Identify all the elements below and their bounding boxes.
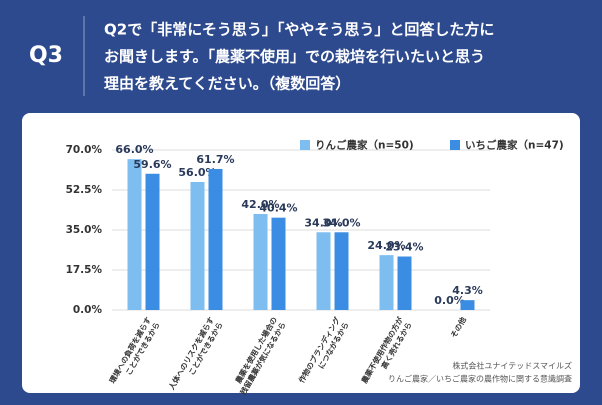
legend-label: りんご農家（n=50) <box>315 139 414 152</box>
data-label: 42.0% <box>241 198 279 211</box>
y-tick-label: 17.5% <box>66 264 103 276</box>
bar <box>271 217 286 310</box>
bar <box>208 168 223 310</box>
legend-swatch <box>300 140 310 150</box>
bar <box>127 159 142 310</box>
data-label: 0.0% <box>434 294 465 307</box>
data-label: 66.0% <box>115 143 153 156</box>
question-text: お聞きします。「農薬不使用」での栽培を行いたいと思う <box>104 48 485 66</box>
question-text: 理由を教えてください。（複数回答） <box>104 75 350 93</box>
bar <box>397 256 412 310</box>
data-label: 56.0% <box>178 166 216 179</box>
data-label: 23.4% <box>385 241 423 254</box>
data-label: 34.0% <box>304 216 342 229</box>
legend-swatch <box>450 140 460 150</box>
data-label: 34.0% <box>322 216 360 229</box>
y-tick-label: 35.0% <box>66 224 103 236</box>
data-label: 61.7% <box>196 153 234 166</box>
header-band <box>0 0 602 108</box>
bar <box>190 182 205 310</box>
source-note: りんご農家／いちご農家の農作物に関する意識調査 <box>388 374 572 384</box>
data-label: 24.0% <box>367 239 405 252</box>
bar <box>145 173 160 310</box>
data-label: 40.4% <box>259 202 297 215</box>
bar <box>334 232 349 310</box>
bar <box>379 255 394 310</box>
bar <box>316 232 331 310</box>
bar <box>460 300 475 310</box>
chart-panel <box>22 113 580 393</box>
data-label: 4.3% <box>452 284 483 297</box>
question-text: Q2で「非常にそう思う」「ややそう思う」と回答した方に <box>104 21 494 39</box>
y-tick-label: 70.0% <box>66 144 103 156</box>
y-tick-label: 0.0% <box>73 304 103 316</box>
bar <box>253 214 268 310</box>
y-tick-label: 52.5% <box>66 184 103 196</box>
legend-label: いちご農家（n=47) <box>465 139 564 152</box>
question-label: Q3 <box>29 43 63 68</box>
source-note: 株式会社ユナイテッドスマイルズ <box>452 361 572 371</box>
data-label: 59.6% <box>133 158 171 171</box>
